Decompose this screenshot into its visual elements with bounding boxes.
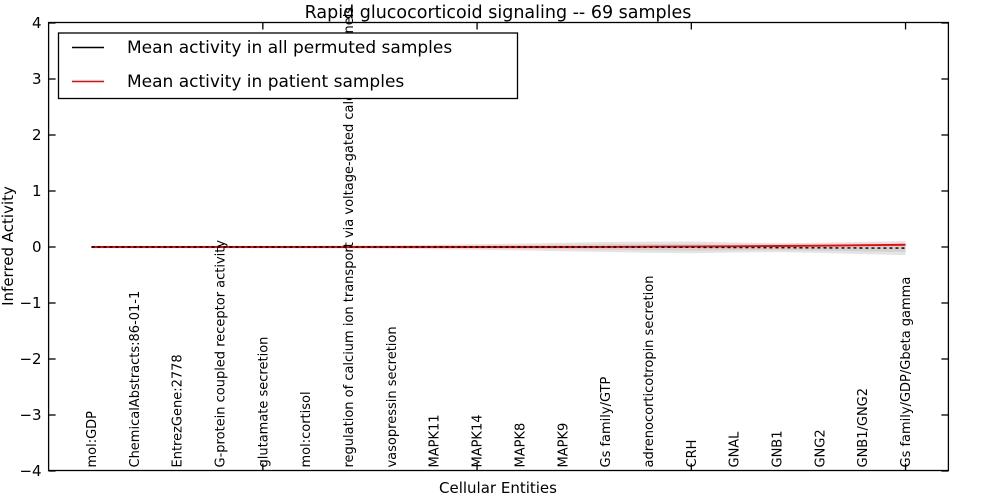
x-tick-label: vasopressin secretion — [385, 326, 400, 467]
x-tick-label: MAPK8 — [513, 423, 528, 468]
x-tick-label: MAPK9 — [556, 423, 571, 468]
y-tick-label: −2 — [19, 350, 41, 368]
x-tick-label: MAPK11 — [428, 414, 443, 467]
x-tick-labels: mol:GDP ChemicalAbstracts:86-01-1 EntrezGe… — [85, 7, 914, 468]
x-tick-label: regulation of calcium ion transport via … — [342, 7, 357, 468]
x-tick-label: adrenocorticotropin secretion — [642, 276, 657, 468]
x-tick-label: MAPK14 — [471, 414, 486, 467]
permuted-mean-line — [91, 246, 906, 249]
x-tick-label: Gs family/GDP/Gbeta gamma — [899, 277, 914, 468]
x-tick-label: GNAL — [728, 431, 743, 468]
y-tick-label: 4 — [32, 14, 42, 32]
y-tick-label: −4 — [19, 462, 41, 480]
axis-ticks: 4 3 2 1 0 −1 −2 −3 −4 — [19, 14, 949, 480]
patient-mean-line — [91, 243, 906, 248]
y-tick-label: 2 — [32, 126, 42, 144]
y-tick-label: 0 — [32, 238, 42, 256]
x-tick-label: EntrezGene:2778 — [171, 354, 186, 467]
x-tick-label: G-protein coupled receptor activity — [213, 240, 228, 468]
legend: Mean activity in all permuted samples Me… — [57, 32, 519, 100]
y-tick-label: 1 — [32, 182, 42, 200]
x-tick-label: GNB1/GNG2 — [856, 388, 871, 468]
x-tick-label: glutamate secretion — [256, 337, 271, 468]
y-tick-label: 3 — [32, 70, 42, 88]
x-tick-label: mol:GDP — [85, 411, 100, 468]
series-lines — [91, 243, 906, 249]
legend-label-patient: Mean activity in patient samples — [127, 72, 404, 92]
x-tick-label: ChemicalAbstracts:86-01-1 — [128, 291, 143, 468]
x-tick-label: mol:cortisol — [299, 391, 314, 467]
x-tick-label: GNG2 — [813, 429, 828, 467]
legend-frame — [57, 32, 519, 100]
x-axis-label: Cellular Entities — [439, 479, 557, 497]
x-tick-label: CRH — [685, 440, 700, 468]
y-axis-label: Inferred Activity — [0, 186, 17, 306]
x-tick-label: GNB1 — [771, 431, 786, 468]
chart-title: Rapid glucocorticoid signaling -- 69 sam… — [305, 3, 692, 23]
legend-label-permuted: Mean activity in all permuted samples — [127, 38, 452, 58]
x-tick-label: Gs family/GTP — [599, 376, 614, 467]
y-tick-label: −1 — [19, 294, 41, 312]
y-tick-label: −3 — [19, 406, 41, 424]
